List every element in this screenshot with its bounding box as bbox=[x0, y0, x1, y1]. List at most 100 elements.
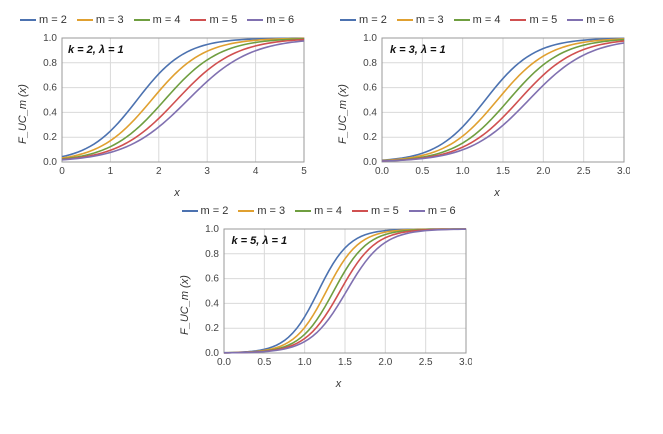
legend-label-m5: m = 5 bbox=[529, 14, 557, 26]
legend-label-m2: m = 2 bbox=[201, 205, 229, 217]
legend-item-m6[interactable]: m = 6 bbox=[567, 14, 614, 26]
y-tick-2: 0.4 bbox=[363, 107, 377, 118]
legend-item-m3[interactable]: m = 3 bbox=[238, 205, 285, 217]
legend-item-m5[interactable]: m = 5 bbox=[190, 14, 237, 26]
y-axis-label: F_UC_m (x) bbox=[178, 221, 192, 390]
y-tick-4: 0.8 bbox=[43, 58, 57, 69]
x-tick-3: 3 bbox=[204, 166, 210, 177]
y-tick-1: 0.2 bbox=[363, 132, 377, 143]
chart-row-panel2: F_UC_m (x) 0.0 0.2 0.4 0.6 0.8 1.0 0.0 0.5 1.0 1.5… bbox=[336, 30, 644, 199]
legend-label-m6: m = 6 bbox=[266, 14, 294, 26]
legend-swatch-m2 bbox=[20, 19, 36, 21]
legend-swatch-m4 bbox=[454, 19, 470, 21]
legend-swatch-m6 bbox=[409, 210, 425, 212]
legend-label-m4: m = 4 bbox=[314, 205, 342, 217]
y-tick-5: 1.0 bbox=[205, 224, 219, 235]
legend-item-m6[interactable]: m = 6 bbox=[409, 205, 456, 217]
legend-item-m2[interactable]: m = 2 bbox=[20, 14, 67, 26]
x-tick-5: 2.5 bbox=[418, 357, 432, 368]
legend-item-m4[interactable]: m = 4 bbox=[295, 205, 342, 217]
annotation-panel3: k = 5, λ = 1 bbox=[232, 235, 288, 247]
curve-m3[interactable] bbox=[62, 38, 304, 158]
legend-item-m5[interactable]: m = 5 bbox=[352, 205, 399, 217]
top-row: m = 2 m = 3 m = 4 m = 5 m = 6 F_UC_m (x) 0.0 0.… bbox=[10, 10, 653, 201]
y-tick-4: 0.8 bbox=[205, 249, 219, 260]
x-tick-2: 2 bbox=[156, 166, 162, 177]
legend-label-m2: m = 2 bbox=[359, 14, 387, 26]
legend-label-m5: m = 5 bbox=[371, 205, 399, 217]
x-tick-0: 0.0 bbox=[375, 166, 389, 177]
y-tick-3: 0.6 bbox=[205, 274, 219, 285]
y-axis-label: F_UC_m (x) bbox=[16, 30, 30, 199]
legend-swatch-m6 bbox=[567, 19, 583, 21]
y-tick-3: 0.6 bbox=[363, 83, 377, 94]
plot-col-panel1: 0.0 0.2 0.4 0.6 0.8 1.0 0 1 2 3 4 5 k = 2, λ = 1 x bbox=[30, 30, 324, 199]
chart-grid: m = 2 m = 3 m = 4 m = 5 m = 6 F_UC_m (x) 0.0 0.… bbox=[10, 10, 653, 392]
x-tick-1: 1 bbox=[108, 166, 114, 177]
y-tick-3: 0.6 bbox=[43, 83, 57, 94]
svg-wrap-panel3: 0.0 0.2 0.4 0.6 0.8 1.0 0.0 0.5 1.0 1.5 2.0 2.5 3.0 k… bbox=[192, 221, 486, 376]
bottom-row: m = 2 m = 3 m = 4 m = 5 m = 6 F_UC_m (x) 0.0 0.… bbox=[10, 201, 653, 392]
y-axis-label: F_UC_m (x) bbox=[336, 30, 350, 199]
x-axis-label: x bbox=[192, 378, 486, 390]
legend-label-m5: m = 5 bbox=[209, 14, 237, 26]
legend-label-m3: m = 3 bbox=[96, 14, 124, 26]
legend: m = 2 m = 3 m = 4 m = 5 m = 6 bbox=[178, 205, 486, 217]
plot-border bbox=[62, 38, 304, 162]
panel-k3: m = 2 m = 3 m = 4 m = 5 m = 6 F_UC_m (x) 0.0 0.… bbox=[330, 10, 650, 201]
legend-swatch-m2 bbox=[182, 210, 198, 212]
legend-swatch-m5 bbox=[190, 19, 206, 21]
x-tick-6: 3.0 bbox=[459, 357, 472, 368]
panel-k5: m = 2 m = 3 m = 4 m = 5 m = 6 F_UC_m (x) 0.0 0.… bbox=[172, 201, 492, 392]
x-tick-5: 2.5 bbox=[577, 166, 591, 177]
y-tick-1: 0.2 bbox=[205, 323, 219, 334]
x-tick-1: 0.5 bbox=[415, 166, 429, 177]
x-tick-3: 1.5 bbox=[338, 357, 352, 368]
chart-row-panel1: F_UC_m (x) 0.0 0.2 0.4 0.6 0.8 1.0 0 1 2 3 4 5 k = 2,… bbox=[16, 30, 324, 199]
x-tick-0: 0.0 bbox=[217, 357, 231, 368]
legend-item-m3[interactable]: m = 3 bbox=[77, 14, 124, 26]
x-tick-6: 3.0 bbox=[617, 166, 630, 177]
svg-wrap-panel2: 0.0 0.2 0.4 0.6 0.8 1.0 0.0 0.5 1.0 1.5 2.0 2.5 3.0 k… bbox=[350, 30, 644, 185]
legend-swatch-m3 bbox=[397, 19, 413, 21]
y-tick-4: 0.8 bbox=[363, 58, 377, 69]
legend-swatch-m4 bbox=[295, 210, 311, 212]
legend-item-m5[interactable]: m = 5 bbox=[510, 14, 557, 26]
legend-swatch-m4 bbox=[134, 19, 150, 21]
legend-item-m3[interactable]: m = 3 bbox=[397, 14, 444, 26]
x-tick-1: 0.5 bbox=[257, 357, 271, 368]
x-tick-4: 4 bbox=[253, 166, 259, 177]
x-tick-5: 5 bbox=[301, 166, 307, 177]
legend-item-m6[interactable]: m = 6 bbox=[247, 14, 294, 26]
chart-row-panel3: F_UC_m (x) 0.0 0.2 0.4 0.6 0.8 1.0 0.0 0.5 1.0 1.5… bbox=[178, 221, 486, 390]
x-tick-0: 0 bbox=[59, 166, 65, 177]
legend-swatch-m5 bbox=[510, 19, 526, 21]
y-tick-1: 0.2 bbox=[43, 132, 57, 143]
legend-label-m2: m = 2 bbox=[39, 14, 67, 26]
legend-item-m4[interactable]: m = 4 bbox=[134, 14, 181, 26]
legend-swatch-m5 bbox=[352, 210, 368, 212]
legend-label-m4: m = 4 bbox=[153, 14, 181, 26]
legend-label-m6: m = 6 bbox=[428, 205, 456, 217]
x-axis-label: x bbox=[30, 187, 324, 199]
legend-item-m2[interactable]: m = 2 bbox=[182, 205, 229, 217]
x-tick-4: 2.0 bbox=[378, 357, 392, 368]
y-tick-2: 0.4 bbox=[43, 107, 57, 118]
x-tick-4: 2.0 bbox=[536, 166, 550, 177]
plot-col-panel3: 0.0 0.2 0.4 0.6 0.8 1.0 0.0 0.5 1.0 1.5 2.0 2.5 3.0 k… bbox=[192, 221, 486, 390]
legend-swatch-m2 bbox=[340, 19, 356, 21]
legend-label-m3: m = 3 bbox=[416, 14, 444, 26]
x-tick-3: 1.5 bbox=[496, 166, 510, 177]
legend: m = 2 m = 3 m = 4 m = 5 m = 6 bbox=[16, 14, 324, 26]
legend-item-m4[interactable]: m = 4 bbox=[454, 14, 501, 26]
legend: m = 2 m = 3 m = 4 m = 5 m = 6 bbox=[336, 14, 644, 26]
legend-label-m3: m = 3 bbox=[257, 205, 285, 217]
x-axis-label: x bbox=[350, 187, 644, 199]
annotation-panel2: k = 3, λ = 1 bbox=[390, 44, 446, 56]
x-tick-2: 1.0 bbox=[456, 166, 470, 177]
legend-item-m2[interactable]: m = 2 bbox=[340, 14, 387, 26]
plot-col-panel2: 0.0 0.2 0.4 0.6 0.8 1.0 0.0 0.5 1.0 1.5 2.0 2.5 3.0 k… bbox=[350, 30, 644, 199]
legend-label-m4: m = 4 bbox=[473, 14, 501, 26]
svg-wrap-panel1: 0.0 0.2 0.4 0.6 0.8 1.0 0 1 2 3 4 5 k = 2, λ = 1 bbox=[30, 30, 324, 185]
y-tick-5: 1.0 bbox=[363, 33, 377, 44]
